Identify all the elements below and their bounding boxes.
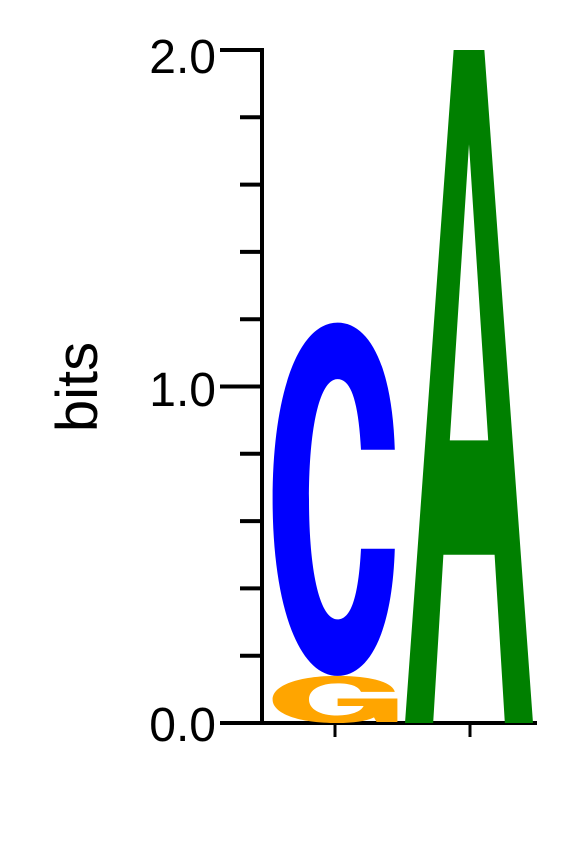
y-axis-ticks [220,48,262,725]
y-tick-label-1: 1.0 [149,364,216,417]
y-tick-label-0: 0.0 [149,699,216,752]
letter-C-position-1 [272,322,395,676]
letter-A-position-2 [405,50,533,723]
letter-G-position-1 [272,675,398,723]
y-tick-label-2: 2.0 [149,31,216,84]
y-axis-label: bits [45,342,110,432]
letter-stacks [272,50,533,723]
